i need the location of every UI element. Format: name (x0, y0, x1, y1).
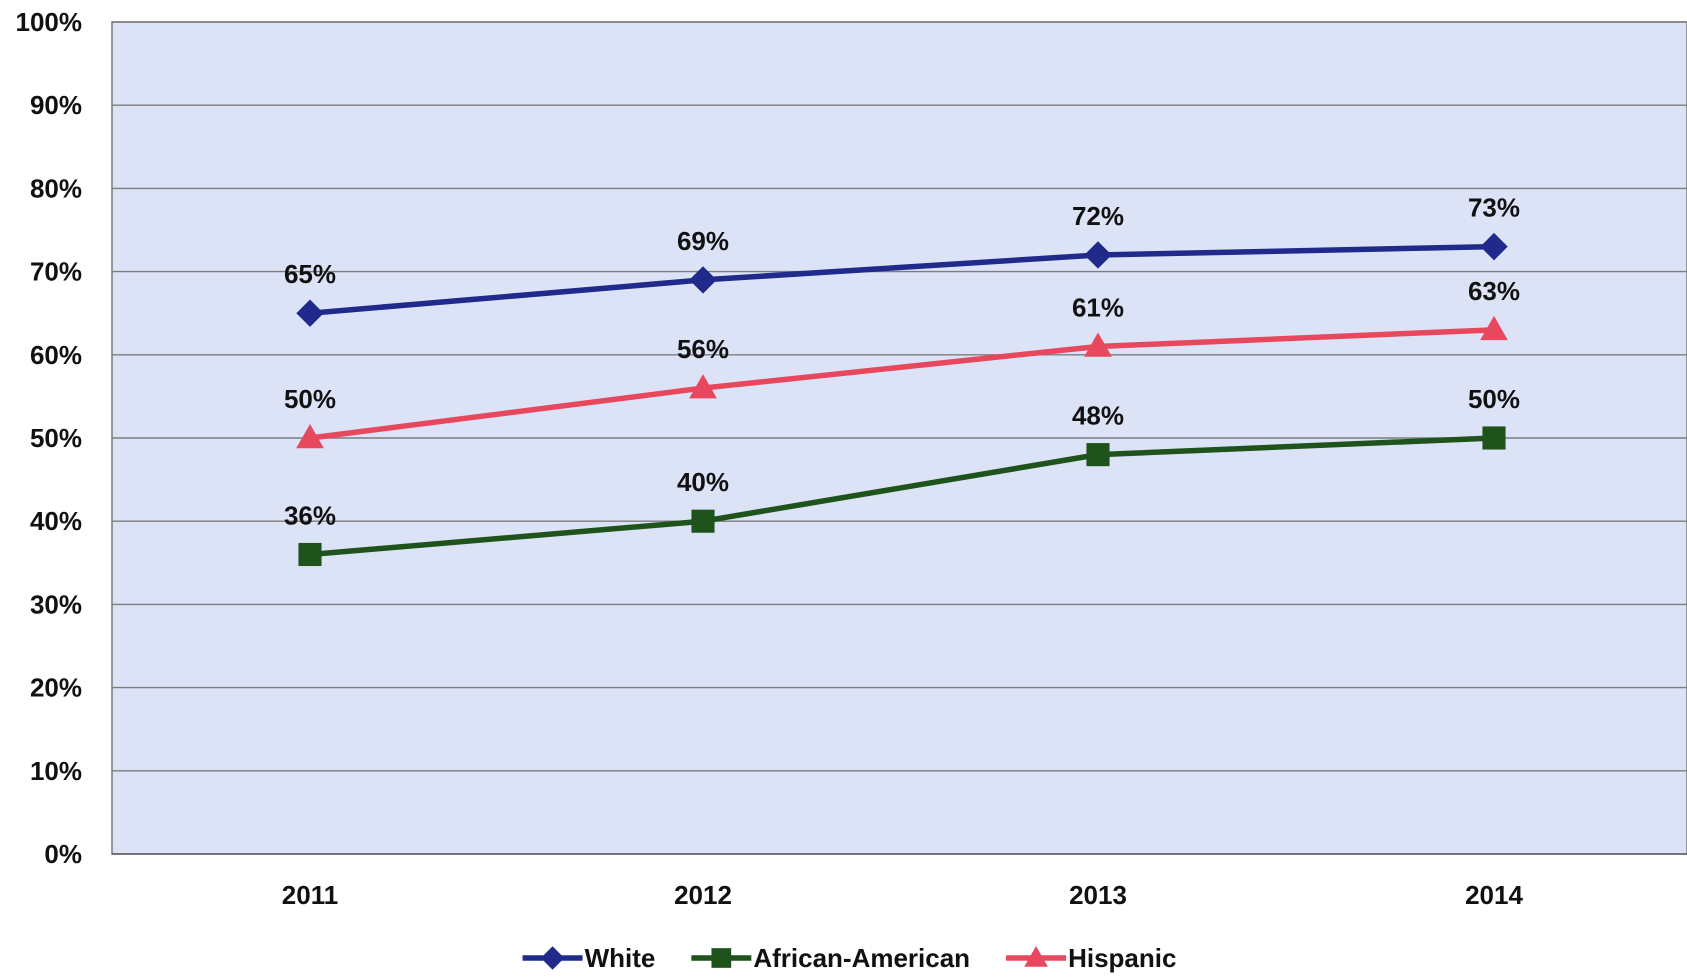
data-label-white-2014: 73% (1468, 193, 1520, 223)
data-point-hispanic-2013 (1084, 332, 1112, 357)
y-tick-label-70: 70% (30, 257, 82, 287)
gridlines (112, 21, 1687, 855)
data-point-hispanic-2011 (296, 423, 324, 449)
data-point-hispanic-2014 (1480, 315, 1508, 341)
y-tick-label-60: 60% (30, 340, 82, 370)
data-label-african-american-2014: 50% (1468, 384, 1520, 414)
y-tick-label-0: 0% (44, 839, 82, 869)
legend-item-white: White (522, 943, 656, 973)
series-lines (296, 232, 1508, 567)
series-line-hispanic (307, 327, 1497, 441)
series-line-african-american (307, 435, 1497, 558)
y-tick-label-30: 30% (30, 589, 82, 619)
legend-marker-african-american (711, 948, 732, 968)
data-label-hispanic-2013: 61% (1072, 292, 1124, 322)
data-point-african-american-2012 (691, 509, 715, 533)
data-point-african-american-2011 (298, 542, 322, 567)
y-tick-label-100: 100% (16, 7, 83, 37)
data-point-white-2014 (1480, 232, 1508, 261)
data-point-african-american-2014 (1482, 426, 1506, 450)
data-label-african-american-2013: 48% (1072, 401, 1124, 431)
legend-item-hispanic: Hispanic (1006, 943, 1176, 973)
data-label-white-2011: 65% (284, 259, 336, 289)
data-labels: 65% 69% 72% 73% 36% 40% 48% 50% 50% 56% 61% 63% (284, 193, 1520, 531)
y-tick-label-80: 80% (30, 173, 82, 203)
data-point-african-american-2013 (1086, 443, 1110, 467)
data-point-white-2013 (1084, 241, 1112, 269)
data-label-hispanic-2012: 56% (677, 334, 729, 364)
data-label-white-2012: 69% (677, 226, 729, 256)
x-axis-tick-labels: 2011 2012 2013 2014 (282, 880, 1524, 910)
data-point-white-2012 (689, 266, 717, 294)
data-point-white-2011 (296, 299, 324, 327)
y-tick-label-50: 50% (30, 423, 82, 453)
y-tick-label-20: 20% (30, 673, 82, 703)
x-tick-label-2012: 2012 (674, 880, 732, 910)
legend-marker-white (540, 946, 565, 970)
data-point-hispanic-2012 (689, 374, 717, 399)
y-tick-label-90: 90% (30, 90, 82, 120)
legend-item-african-american: African-American (691, 943, 970, 973)
y-axis-tick-labels: 0% 10% 20% 30% 40% 50% 60% 70% 80% 90% 100% (16, 7, 83, 869)
y-tick-label-40: 40% (30, 506, 82, 536)
data-label-hispanic-2011: 50% (284, 384, 336, 414)
y-tick-label-10: 10% (30, 756, 82, 786)
legend-label-white: White (585, 943, 656, 973)
x-tick-label-2014: 2014 (1465, 880, 1523, 910)
legend-marker-hispanic (1024, 945, 1048, 967)
x-tick-label-2011: 2011 (282, 880, 338, 910)
data-label-african-american-2011: 36% (284, 500, 336, 530)
data-label-african-american-2012: 40% (677, 467, 729, 497)
data-label-white-2013: 72% (1072, 201, 1124, 231)
x-tick-label-2013: 2013 (1069, 880, 1127, 910)
data-label-hispanic-2014: 63% (1468, 276, 1520, 306)
legend-label-african-american: African-American (753, 943, 970, 973)
legend-label-hispanic: Hispanic (1068, 943, 1176, 973)
series-line-white (307, 243, 1497, 316)
legend: White African-American Hispanic (522, 943, 1176, 973)
